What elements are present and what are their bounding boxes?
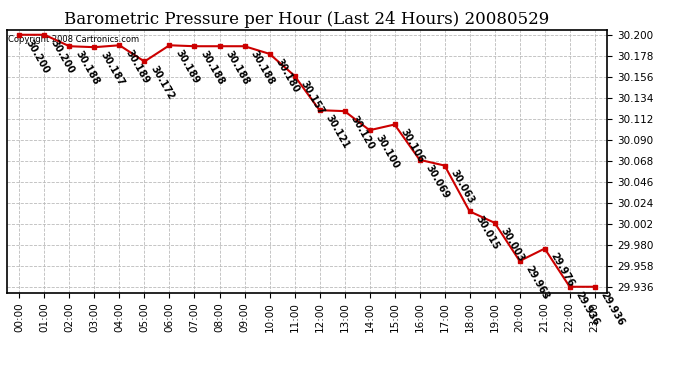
- Text: 30.063: 30.063: [448, 168, 476, 206]
- Text: 30.172: 30.172: [148, 64, 176, 102]
- Text: 30.180: 30.180: [274, 57, 301, 94]
- Text: 30.188: 30.188: [248, 49, 276, 87]
- Text: 30.200: 30.200: [23, 38, 51, 75]
- Text: 30.106: 30.106: [399, 127, 426, 165]
- Text: Copyright 2008 Cartronics.com: Copyright 2008 Cartronics.com: [8, 35, 139, 44]
- Text: 30.189: 30.189: [124, 48, 151, 86]
- Text: 30.188: 30.188: [74, 49, 101, 87]
- Text: 30.188: 30.188: [199, 49, 226, 87]
- Text: 30.187: 30.187: [99, 50, 126, 87]
- Text: 30.157: 30.157: [299, 79, 326, 116]
- Text: 30.100: 30.100: [374, 133, 401, 171]
- Text: 29.976: 29.976: [549, 251, 576, 289]
- Text: 30.120: 30.120: [348, 114, 376, 152]
- Text: 30.003: 30.003: [499, 226, 526, 263]
- Text: 30.121: 30.121: [324, 113, 351, 150]
- Title: Barometric Pressure per Hour (Last 24 Hours) 20080529: Barometric Pressure per Hour (Last 24 Ho…: [64, 12, 550, 28]
- Text: 29.936: 29.936: [574, 290, 601, 327]
- Text: 30.069: 30.069: [424, 163, 451, 200]
- Text: 29.963: 29.963: [524, 264, 551, 301]
- Text: 29.936: 29.936: [599, 290, 627, 327]
- Text: 30.200: 30.200: [48, 38, 76, 75]
- Text: 30.188: 30.188: [224, 49, 251, 87]
- Text: 30.189: 30.189: [174, 48, 201, 86]
- Text: 30.015: 30.015: [474, 214, 501, 252]
